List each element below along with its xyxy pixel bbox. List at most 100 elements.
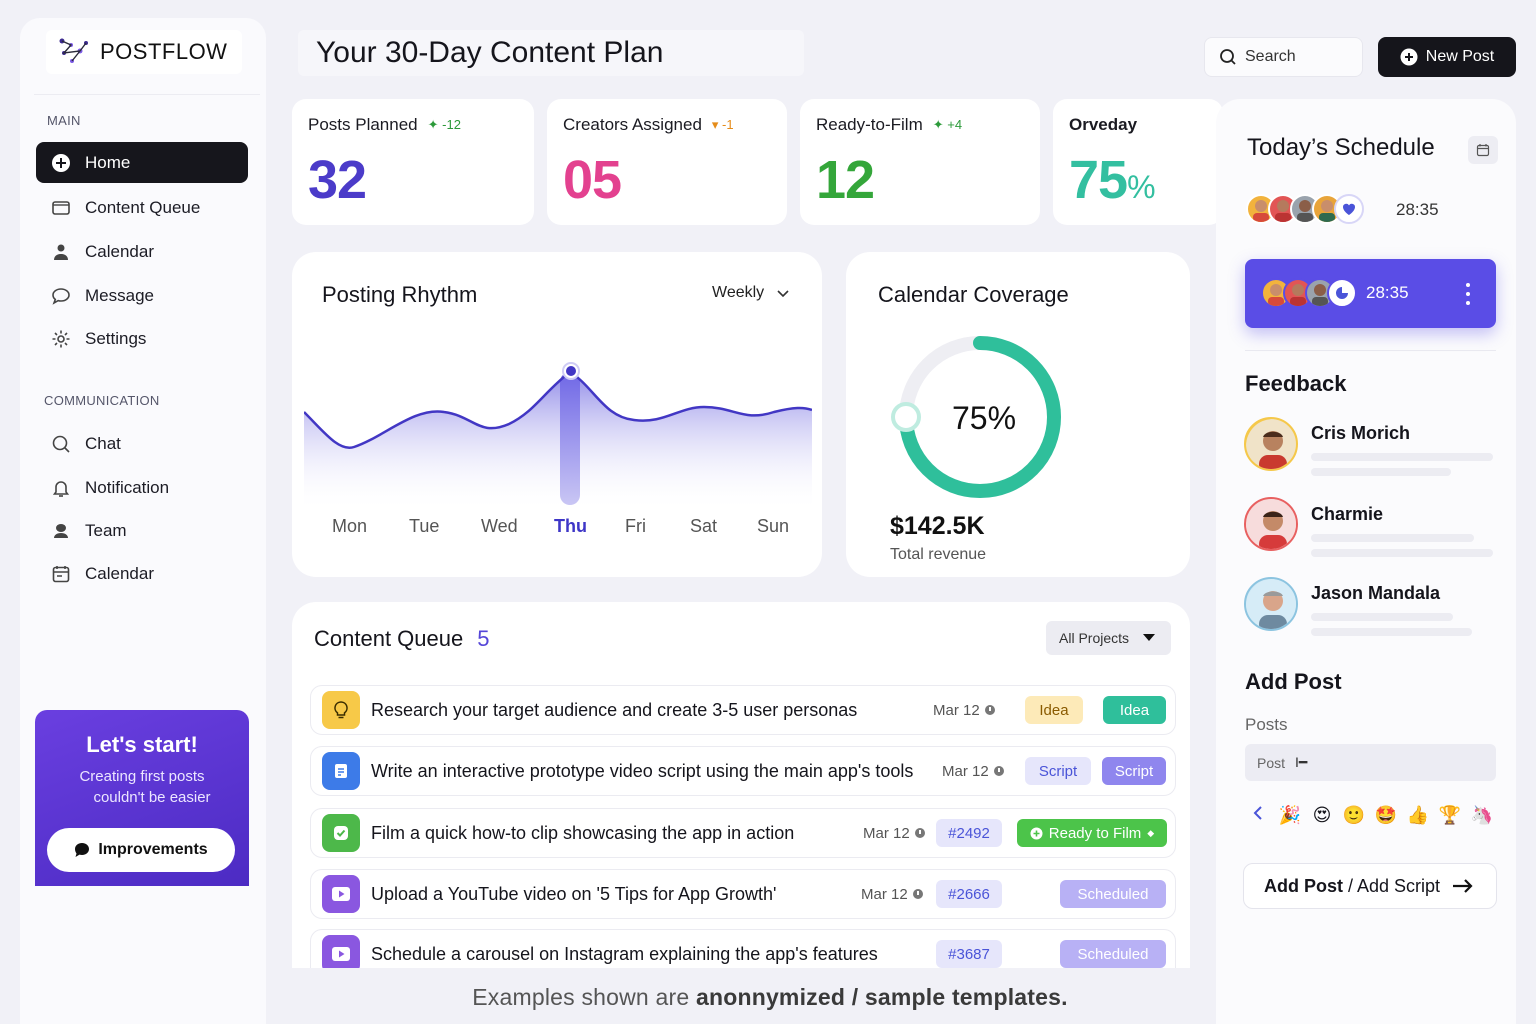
thumbs-up-icon[interactable]: 👍 [1406,805,1430,825]
add-post-title: Add Post [1245,669,1342,694]
nav-item-content-queue[interactable]: Content Queue [36,187,248,228]
schedule-card[interactable]: 28:35 [1245,259,1496,328]
queue-row-tag: #2666 [936,880,1002,908]
queue-row[interactable]: Research your target audience and create… [310,685,1176,735]
search-field[interactable] [1204,37,1363,77]
nav-item-team[interactable]: Team [36,510,248,551]
promo-line-2: couldn't be easier [93,789,211,806]
calendar-icon [51,564,71,584]
stat-card-creators-assigned: Creators Assigned ▾ -1 05 [547,99,787,225]
day-label: Sun [757,516,790,536]
promo-subtitle: Creating first posts couldn't be easier [35,766,249,808]
search-input[interactable] [1245,48,1345,66]
avatar[interactable] [1244,577,1298,631]
coverage-percent: 75% [952,400,1017,436]
new-post-button[interactable]: New Post [1378,37,1516,77]
add-post-script-button[interactable]: Add Post / Add Script [1243,863,1497,909]
feedback-name: Jason Mandala [1311,583,1441,603]
nav-item-calendar[interactable]: Calendar [36,231,248,272]
schedule-card-avatars [1261,278,1357,308]
nav-item-label: Message [85,285,154,305]
postflow-logo-icon [59,38,88,63]
content-queue-title: Content Queue 5 [314,626,489,652]
nav-item-notification[interactable]: Notification [36,467,248,508]
improvements-button[interactable]: Improvements [47,828,235,872]
brand-logo[interactable]: POSTFLOW [46,30,242,74]
nav-item-calendar-2[interactable]: Calendar [36,553,248,594]
chevron-down-icon [776,288,790,298]
chat-bubble-icon [74,842,90,858]
nav-item-label: Notification [85,477,170,497]
posting-rhythm-card: Posting Rhythm Weekly Mon Tue Wed Thu Fr… [292,252,822,577]
queue-row-status[interactable]: Script [1102,757,1166,785]
clock-icon [912,889,923,899]
period-dropdown-label: Weekly [712,284,765,301]
chevron-left-icon[interactable] [1242,805,1274,826]
revenue-label: Total revenue [890,546,987,563]
queue-row-title: Upload a YouTube video on '5 Tips for Ap… [371,883,777,904]
rhythm-area-chart [304,362,812,512]
add-post-link-bold: Add Post [1264,875,1343,896]
nav-item-chat[interactable]: Chat [36,423,248,464]
document-icon [322,752,360,790]
unicorn-icon[interactable]: 🦄 [1470,805,1494,825]
nav-item-message[interactable]: Message [36,275,248,316]
stat-label: Ready-to-Film [816,115,923,134]
promo-line-1: Creating first posts [79,768,205,785]
nav-item-label: Chat [85,433,121,453]
plus-circle-icon [51,153,71,173]
avatar[interactable] [1244,417,1298,471]
stat-value: 32 [308,150,367,210]
queue-row[interactable]: Write an interactive prototype video scr… [310,746,1176,796]
star-struck-icon[interactable]: 🤩 [1374,805,1398,825]
lightbulb-icon [322,691,360,729]
content-queue-count: 5 [477,626,490,651]
heart-eyes-icon[interactable]: 😍 [1312,805,1332,825]
period-dropdown[interactable]: Weekly [712,284,790,302]
donut-knob [891,402,921,432]
queue-row[interactable]: Schedule a carousel on Instagram explain… [310,929,1176,968]
placeholder-bar [1311,549,1493,557]
diamond-icon: ◆ [1147,827,1155,838]
more-options-icon[interactable] [1463,283,1473,305]
stat-delta: ✦ -12 [427,117,461,132]
nav-item-home[interactable]: Home [36,142,248,183]
gear-icon [51,329,71,349]
stat-value: 12 [816,150,875,210]
placeholder-bar [1311,468,1451,476]
queue-row-status-label: Ready to Film [1048,824,1142,842]
all-projects-dropdown[interactable]: All Projects [1046,621,1171,655]
queue-row-date: Mar 12 [933,702,995,719]
queue-row-status[interactable]: Ready to Film ◆ [1017,819,1167,847]
all-projects-label: All Projects [1059,630,1130,646]
stat-delta-value: -1 [722,117,734,132]
stat-value-number: 75 [1069,150,1128,210]
user-icon [51,242,71,262]
clock-icon [993,766,1004,776]
queue-row[interactable]: Film a quick how-to clip showcasing the … [310,808,1176,858]
queue-row-title: Write an interactive prototype video scr… [371,760,914,781]
queue-row-date-text: Mar 12 [863,824,910,842]
schedule-time: 28:35 [1396,200,1439,219]
queue-row[interactable]: Upload a YouTube video on '5 Tips for Ap… [310,869,1176,919]
schedule-calendar-button[interactable] [1468,136,1498,164]
schedule-card-time: 28:35 [1366,283,1409,302]
avatar[interactable] [1244,497,1298,551]
queue-row-status[interactable]: Scheduled [1060,880,1166,908]
stat-card-orveday: Orveday 75% [1053,99,1223,225]
post-input[interactable]: Post I━ [1245,744,1496,781]
trophy-icon[interactable]: 🏆 [1438,805,1462,825]
nav-item-label: Calendar [85,563,154,583]
queue-row-status[interactable]: Scheduled [1060,940,1166,968]
divider [34,94,260,95]
stat-card-ready-to-film: Ready-to-Film ✦ +4 12 [800,99,1040,225]
queue-row-title: Schedule a carousel on Instagram explain… [371,943,878,964]
queue-row-title: Film a quick how-to clip showcasing the … [371,822,795,843]
search-icon [1219,48,1237,66]
party-popper-icon[interactable]: 🎉 [1278,805,1302,825]
smile-icon[interactable]: 🙂 [1342,805,1366,825]
queue-row-date: Mar 12 [863,825,925,842]
queue-row-status[interactable]: Idea [1103,696,1166,724]
nav-item-settings[interactable]: Settings [36,318,248,359]
content-queue-card: Content Queue 5 All Projects Research you… [292,602,1190,968]
